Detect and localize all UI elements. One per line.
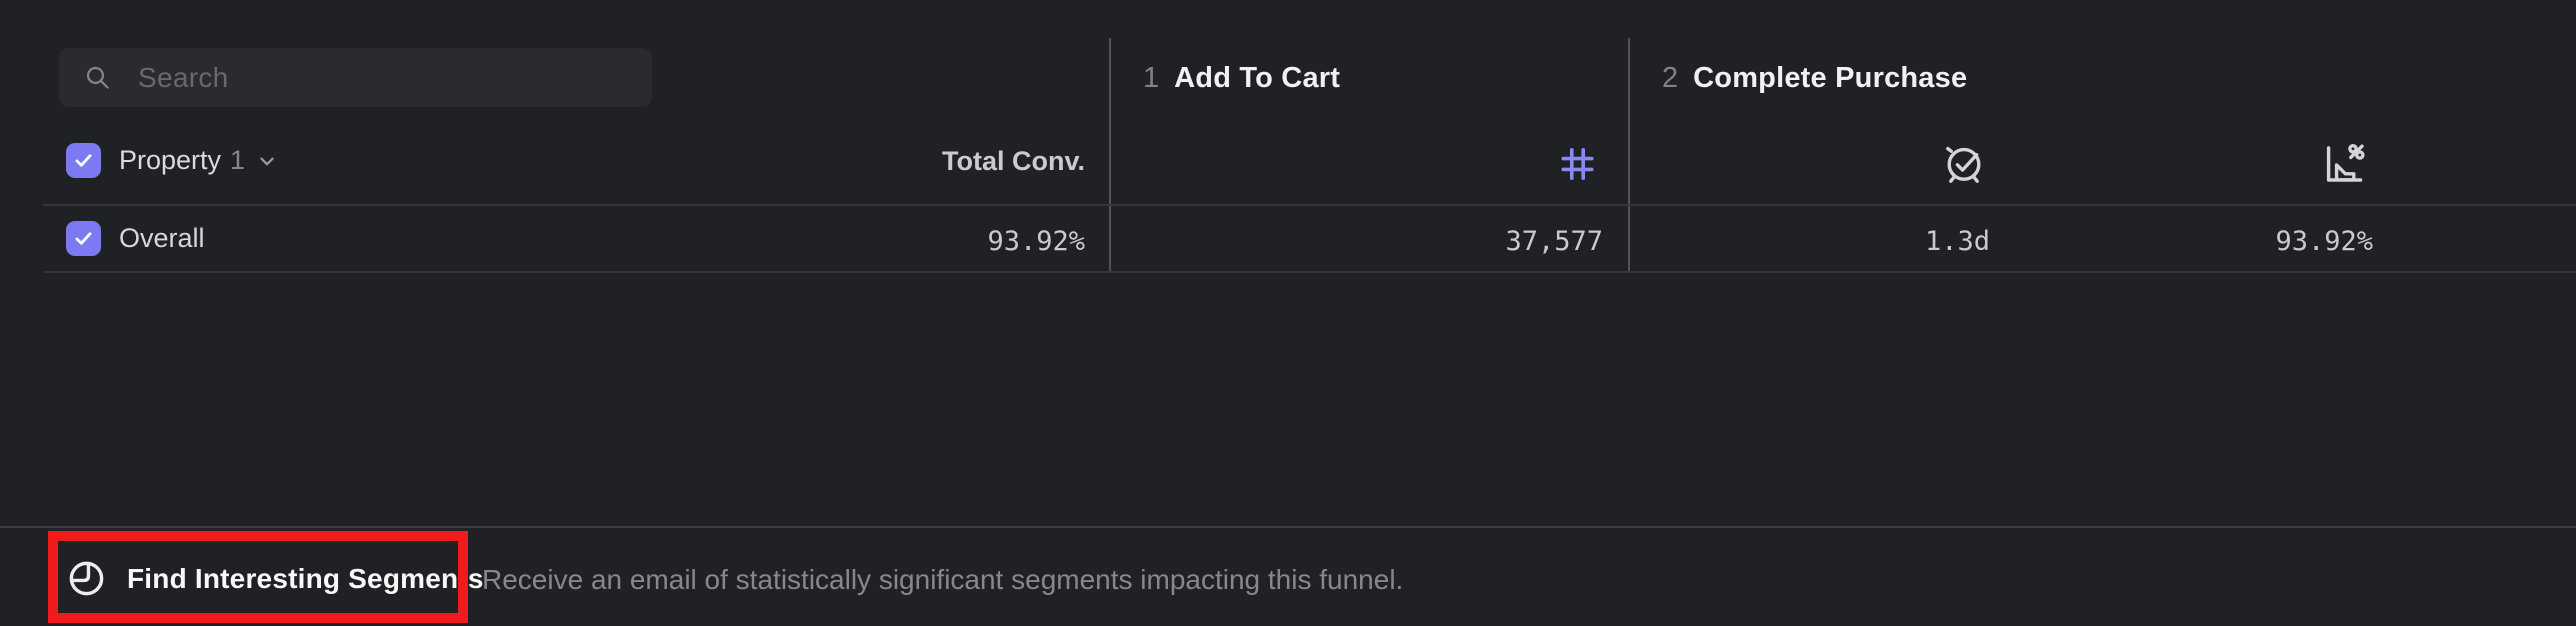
checkbox-check-icon bbox=[75, 232, 92, 245]
find-interesting-segments-button[interactable]: Find Interesting Segments bbox=[67, 559, 484, 598]
step-index: 2 bbox=[1662, 62, 1679, 94]
row-label: Overall bbox=[119, 223, 205, 253]
step-header-add-to-cart: 1 Add To Cart bbox=[1143, 62, 1340, 95]
step-name: Complete Purchase bbox=[1693, 62, 1968, 94]
property-checkbox[interactable] bbox=[66, 143, 101, 178]
search-input[interactable]: Search bbox=[59, 48, 652, 107]
checkbox-check-icon bbox=[75, 154, 92, 167]
search-icon bbox=[84, 64, 111, 91]
step-header-complete-purchase: 2 Complete Purchase bbox=[1662, 62, 1967, 95]
chevron-down-icon[interactable] bbox=[256, 150, 278, 172]
overall-add-to-cart-count: 37,577 bbox=[1505, 226, 1603, 257]
conversion-rate-icon bbox=[2320, 141, 2368, 185]
time-to-convert-icon bbox=[1940, 140, 1988, 186]
property-label: Property bbox=[119, 145, 222, 175]
overall-conversion-rate: 93.92% bbox=[2275, 226, 2373, 257]
column-divider bbox=[1628, 38, 1630, 273]
column-divider bbox=[1109, 38, 1111, 273]
search-placeholder: Search bbox=[138, 61, 229, 93]
segments-quadrant-icon bbox=[67, 559, 106, 598]
step-index: 1 bbox=[1143, 62, 1160, 94]
segments-button-label: Find Interesting Segments bbox=[127, 562, 484, 594]
footer-divider bbox=[0, 526, 2576, 528]
overall-time-to-convert: 1.3d bbox=[1924, 226, 1990, 257]
property-number: 1 bbox=[230, 145, 246, 175]
table-row-overall[interactable]: Overall bbox=[43, 204, 2576, 273]
total-conv-header: Total Conv. bbox=[942, 146, 1085, 176]
overall-total-conv-value: 93.92% bbox=[987, 226, 1085, 257]
property-selector[interactable]: Property 1 bbox=[66, 143, 278, 178]
segments-description: Receive an email of statistically signif… bbox=[482, 564, 1404, 595]
step-name: Add To Cart bbox=[1174, 62, 1341, 94]
hash-icon bbox=[1561, 146, 1594, 182]
overall-checkbox[interactable] bbox=[66, 221, 101, 256]
